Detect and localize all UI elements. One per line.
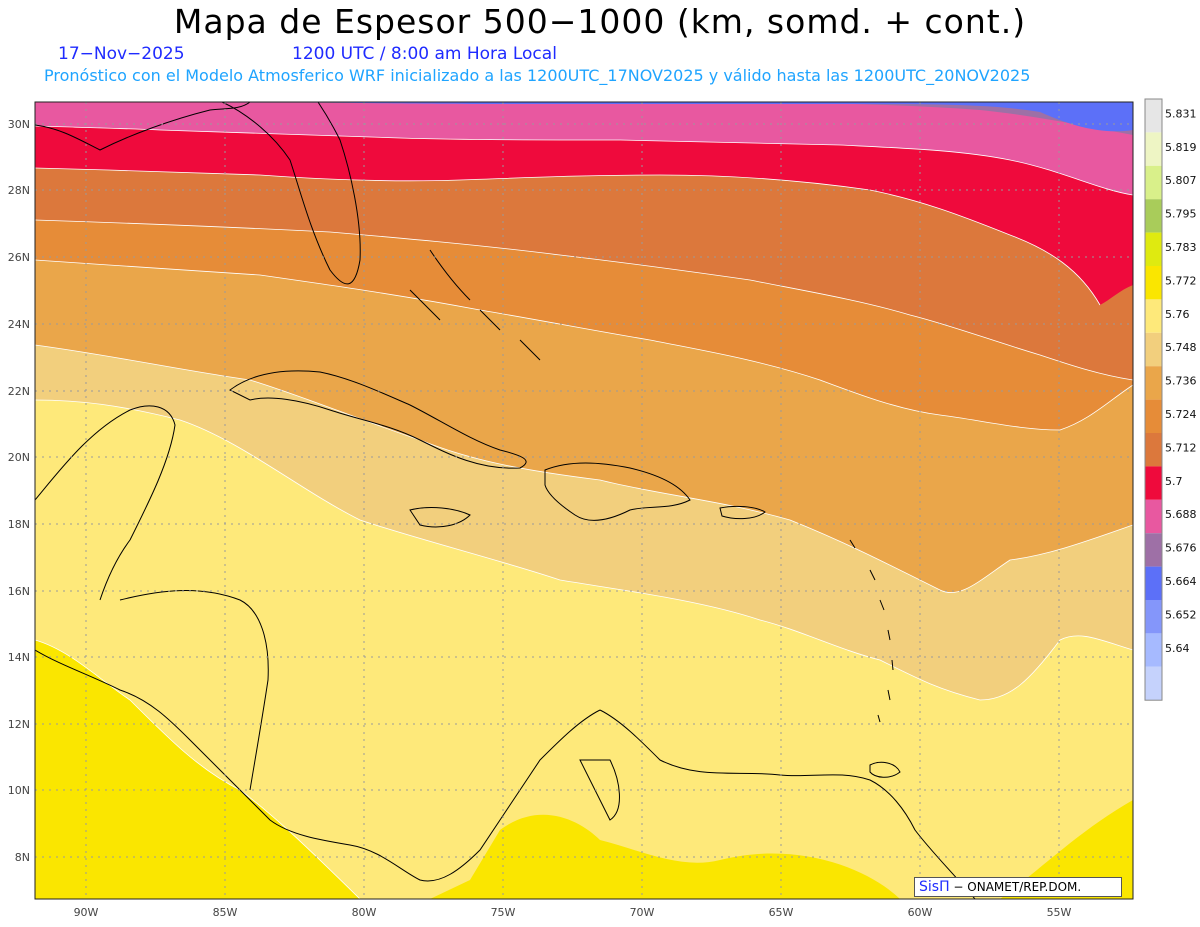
colorbar-label: 5.819 — [1165, 141, 1197, 154]
colorbar-swatch — [1145, 633, 1162, 667]
colorbar-label: 5.748 — [1165, 341, 1197, 354]
trinidad — [869, 761, 901, 778]
colorbar-label: 5.64 — [1165, 642, 1190, 655]
lat-tick: 18N — [8, 518, 30, 531]
colorbar-label: 5.772 — [1165, 274, 1197, 287]
lat-tick: 20N — [8, 451, 30, 464]
lat-tick: 14N — [8, 651, 30, 664]
colorbar-swatch — [1145, 466, 1162, 500]
colorbar-label: 5.724 — [1165, 408, 1197, 421]
latitude-labels: 30N 28N 26N 24N 22N 20N 18N 16N 14N 12N … — [8, 118, 30, 864]
colorbar-swatch — [1145, 266, 1162, 300]
thickness-bands — [35, 102, 1133, 899]
colorbar-swatch — [1145, 566, 1162, 600]
lon-tick: 65W — [769, 906, 794, 919]
lat-tick: 12N — [8, 718, 30, 731]
band-5688 — [35, 102, 1133, 195]
lon-tick: 90W — [74, 906, 99, 919]
lesser-antilles — [849, 539, 894, 723]
colorbar-swatch — [1145, 499, 1162, 534]
colorbar-swatch — [1145, 132, 1162, 166]
colorbar-swatch — [1145, 433, 1162, 467]
colorbar-swatch — [1145, 666, 1162, 701]
colorbar-label: 5.676 — [1165, 542, 1197, 555]
colorbar-label: 5.783 — [1165, 241, 1197, 254]
colorbar-swatch — [1145, 533, 1162, 567]
longitude-labels: 90W 85W 80W 75W 70W 65W 60W 55W — [74, 906, 1072, 919]
colorbar-swatch — [1145, 99, 1162, 133]
colorbar-label: 5.76 — [1165, 308, 1190, 321]
colorbar-swatch — [1145, 232, 1162, 266]
cuba — [229, 370, 527, 469]
lon-tick: 55W — [1047, 906, 1072, 919]
plot-frame — [34, 101, 1134, 900]
colorbar-swatch — [1145, 600, 1162, 634]
colorbar-swatch — [1145, 366, 1162, 400]
colorbar-label: 5.807 — [1165, 174, 1197, 187]
hispaniola — [544, 462, 691, 521]
lon-tick: 60W — [908, 906, 933, 919]
puerto-rico — [719, 505, 766, 520]
lat-tick: 30N — [8, 118, 30, 131]
central-america — [35, 649, 601, 882]
forecast-time: 1200 UTC / 8:00 am Hora Local — [292, 44, 557, 64]
contour-lines — [35, 125, 1133, 899]
south-america-coast — [599, 709, 976, 899]
lat-tick: 26N — [8, 251, 30, 264]
colorbar-swatch — [1145, 165, 1162, 200]
forecast-description: Pronóstico con el Modelo Atmosferico WRF… — [44, 66, 1031, 85]
florida-coast — [221, 102, 361, 285]
credit-box: SisΠ − ONAMET/REP.DOM. — [914, 877, 1122, 897]
lon-tick: 80W — [352, 906, 377, 919]
colorbar-label: 5.7 — [1165, 475, 1183, 488]
colorbar-label: 5.831 — [1165, 107, 1197, 120]
colorbar-swatch — [1145, 199, 1162, 233]
jamaica — [409, 507, 471, 528]
colorbar-border — [1144, 98, 1163, 701]
lat-tick: 28N — [8, 184, 30, 197]
colorbar-swatch — [1145, 299, 1162, 333]
lon-tick: 75W — [491, 906, 516, 919]
colorbar-swatch — [1145, 399, 1162, 433]
yucatan — [35, 405, 176, 601]
map-title: Mapa de Espesor 500−1000 (km, somd. + co… — [173, 2, 1027, 41]
brand-logo-text: SisΠ — [919, 879, 950, 895]
credit-text: − ONAMET/REP.DOM. — [949, 880, 1082, 894]
lat-tick: 10N — [8, 784, 30, 797]
lat-tick: 8N — [15, 851, 30, 864]
gulf-coast — [35, 102, 251, 151]
colorbar-label: 5.652 — [1165, 608, 1197, 621]
coastlines — [35, 102, 976, 899]
colorbar-label: 5.664 — [1165, 575, 1197, 588]
colorbar: 5.831 5.819 5.807 5.795 5.783 5.772 5.76 5.748 5… — [1144, 98, 1197, 701]
grid-lines — [35, 102, 1133, 899]
colorbar-label: 5.795 — [1165, 208, 1197, 221]
lon-tick: 70W — [630, 906, 655, 919]
bahamas — [409, 249, 541, 361]
lat-tick: 16N — [8, 585, 30, 598]
lat-tick: 22N — [8, 385, 30, 398]
colorbar-label: 5.712 — [1165, 441, 1197, 454]
colorbar-label: 5.736 — [1165, 375, 1197, 388]
forecast-date: 17−Nov−2025 — [58, 44, 185, 64]
lat-tick: 24N — [8, 318, 30, 331]
band-5664 — [300, 102, 1133, 132]
lake-maracaibo — [579, 759, 620, 821]
colorbar-swatch — [1145, 332, 1162, 367]
band-570 — [35, 102, 1133, 305]
lon-tick: 85W — [213, 906, 238, 919]
colorbar-label: 5.688 — [1165, 508, 1197, 521]
